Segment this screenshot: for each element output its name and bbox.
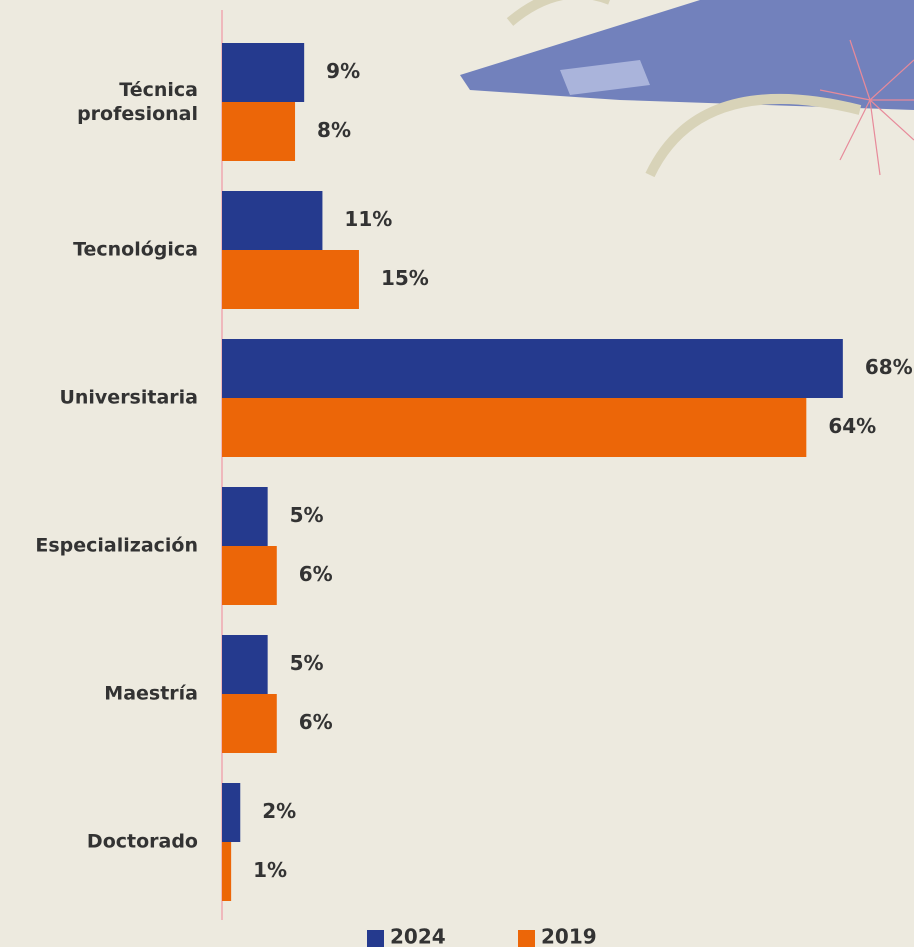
bar bbox=[222, 842, 231, 901]
category-label-line: Técnica bbox=[119, 79, 198, 101]
category-label: Maestría bbox=[104, 683, 198, 705]
category-label: Doctorado bbox=[87, 831, 198, 853]
decoration bbox=[460, 0, 914, 175]
value-label: 9% bbox=[326, 59, 360, 83]
bar bbox=[222, 250, 359, 309]
legend-swatch bbox=[518, 930, 535, 947]
value-label: 5% bbox=[290, 651, 324, 675]
legend-label: 2019 bbox=[541, 925, 597, 947]
bar bbox=[222, 339, 843, 398]
value-label: 11% bbox=[344, 207, 392, 231]
value-label: 2% bbox=[262, 799, 296, 823]
bar bbox=[222, 43, 304, 102]
bar bbox=[222, 783, 240, 842]
bar bbox=[222, 487, 268, 546]
legend-label: 2024 bbox=[390, 925, 446, 947]
value-label: 5% bbox=[290, 503, 324, 527]
value-label: 68% bbox=[865, 355, 913, 379]
bar bbox=[222, 635, 268, 694]
category-label-line: profesional bbox=[77, 103, 198, 125]
bar bbox=[222, 694, 277, 753]
value-label: 6% bbox=[299, 562, 333, 586]
category-label: Tecnológica bbox=[73, 239, 198, 261]
bar bbox=[222, 398, 806, 457]
chart: Técnicaprofesional 9% 8% Tecnológica 11% 15% U… bbox=[0, 0, 914, 947]
legend-swatch bbox=[367, 930, 384, 947]
value-label: 1% bbox=[253, 858, 287, 882]
bar bbox=[222, 546, 277, 605]
value-label: 15% bbox=[381, 266, 429, 290]
bar bbox=[222, 191, 322, 250]
value-label: 6% bbox=[299, 710, 333, 734]
value-label: 8% bbox=[317, 118, 351, 142]
value-label: 64% bbox=[828, 414, 876, 438]
category-label: Universitaria bbox=[59, 387, 198, 409]
category-label: Especialización bbox=[35, 535, 198, 557]
bar bbox=[222, 102, 295, 161]
